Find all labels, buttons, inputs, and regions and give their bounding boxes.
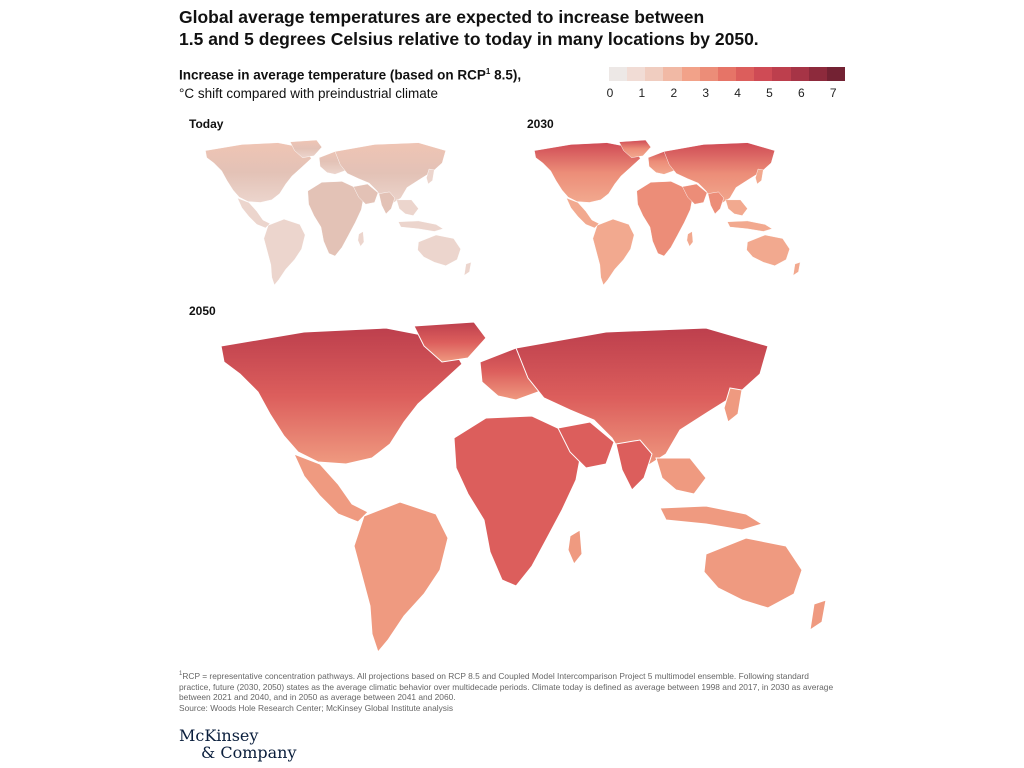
legend-swatch-4 (681, 67, 700, 81)
map-today (205, 139, 472, 286)
legend-swatch-8 (754, 67, 773, 81)
subtitle: Increase in average temperature (based o… (179, 63, 521, 103)
today-arabia (353, 183, 379, 205)
y2030-southeast-asia (725, 199, 748, 216)
y2050-new-zealand (809, 599, 827, 632)
legend-tick-0: 0 (606, 86, 614, 100)
legend-swatch-12 (826, 67, 846, 81)
y2030-arabia (682, 183, 708, 205)
y2030-new-zealand (792, 261, 801, 276)
subtitle-unit-line: °C shift compared with preindustrial cli… (179, 85, 438, 101)
today-indonesia (397, 220, 444, 232)
y2050-central-america (293, 453, 369, 523)
legend-tick-3: 3 (702, 86, 710, 100)
legend-swatch-2 (645, 67, 664, 81)
y2050-greenland (413, 321, 487, 363)
footnote-text: RCP = representative concentration pathw… (179, 670, 834, 703)
today-japan (426, 168, 435, 185)
legend-swatch-10 (790, 67, 809, 81)
mckinsey-logo: McKinsey & Company (179, 727, 297, 761)
footnote: 1RCP = representative concentration path… (179, 669, 839, 714)
y2030-japan (755, 168, 764, 185)
y2030-africa (636, 181, 694, 257)
title-line-2: 1.5 and 5 degrees Celsius relative to to… (179, 29, 759, 49)
y2050-madagascar (567, 529, 583, 565)
y2050-south-america (353, 501, 449, 654)
y2030-central-america (566, 197, 600, 229)
color-legend: 0 1 2 3 4 5 6 7 (606, 67, 846, 102)
legend-swatch-5 (699, 67, 718, 81)
logo-line-2: & Company (201, 743, 297, 762)
legend-swatch-1 (627, 67, 646, 81)
legend-swatch-3 (663, 67, 682, 81)
y2030-australia (746, 234, 790, 266)
legend-color-bar (609, 67, 846, 81)
title-line-1: Global average temperatures are expected… (179, 7, 705, 27)
subtitle-footnote-mark: 1 (485, 67, 491, 76)
legend-tick-7: 7 (829, 86, 837, 100)
legend-tick-4: 4 (734, 86, 741, 100)
legend-tick-6: 6 (798, 86, 805, 100)
y2030-north-america (534, 142, 641, 203)
y2050-indonesia (659, 505, 764, 531)
chart-title: Global average temperatures are expected… (179, 6, 819, 50)
legend-swatch-0 (609, 67, 628, 81)
y2050-southeast-asia (655, 457, 707, 495)
legend-ticks: 0 1 2 3 4 5 6 7 (606, 86, 845, 102)
subtitle-prefix: Increase in average temperature (based o… (179, 67, 486, 83)
map-label-today: Today (189, 117, 224, 131)
y2030-madagascar (686, 231, 694, 247)
y2050-asia (515, 327, 769, 469)
today-central-america (237, 197, 271, 229)
today-southeast-asia (396, 199, 419, 216)
today-madagascar (357, 231, 365, 247)
today-australia (417, 234, 461, 266)
today-south-america (263, 218, 306, 286)
logo-line-1: McKinsey (179, 726, 259, 745)
today-india (378, 191, 396, 215)
footnote-mark: 1 (179, 671, 183, 677)
legend-swatch-11 (808, 67, 827, 81)
y2050-india (615, 439, 653, 491)
legend-swatch-7 (736, 67, 755, 81)
subtitle-suffix: 8.5), (490, 67, 522, 83)
y2030-south-america (592, 218, 635, 286)
y2030-indonesia (726, 220, 773, 232)
y2030-asia (663, 142, 775, 205)
y2050-australia (703, 537, 803, 609)
legend-tick-2: 2 (670, 86, 678, 100)
today-north-america (205, 142, 312, 203)
legend-swatch-9 (772, 67, 791, 81)
today-africa (307, 181, 365, 257)
y2030-greenland (618, 139, 652, 158)
y2050-north-america (220, 327, 463, 465)
today-asia (334, 142, 446, 205)
y2030-india (707, 191, 725, 215)
y2050-arabia (557, 421, 615, 469)
y2050-japan (723, 387, 743, 423)
legend-swatch-6 (717, 67, 737, 81)
today-new-zealand (463, 261, 472, 276)
y2050-africa (453, 415, 583, 587)
legend-tick-5: 5 (766, 86, 773, 100)
map-label-2050: 2050 (189, 304, 216, 318)
map-label-2030: 2030 (527, 117, 554, 131)
source-line: Source: Woods Hole Research Center; McKi… (179, 702, 454, 713)
today-greenland (289, 139, 323, 158)
map-2030 (534, 139, 801, 286)
map-2050 (220, 321, 827, 654)
legend-tick-1: 1 (638, 86, 646, 100)
